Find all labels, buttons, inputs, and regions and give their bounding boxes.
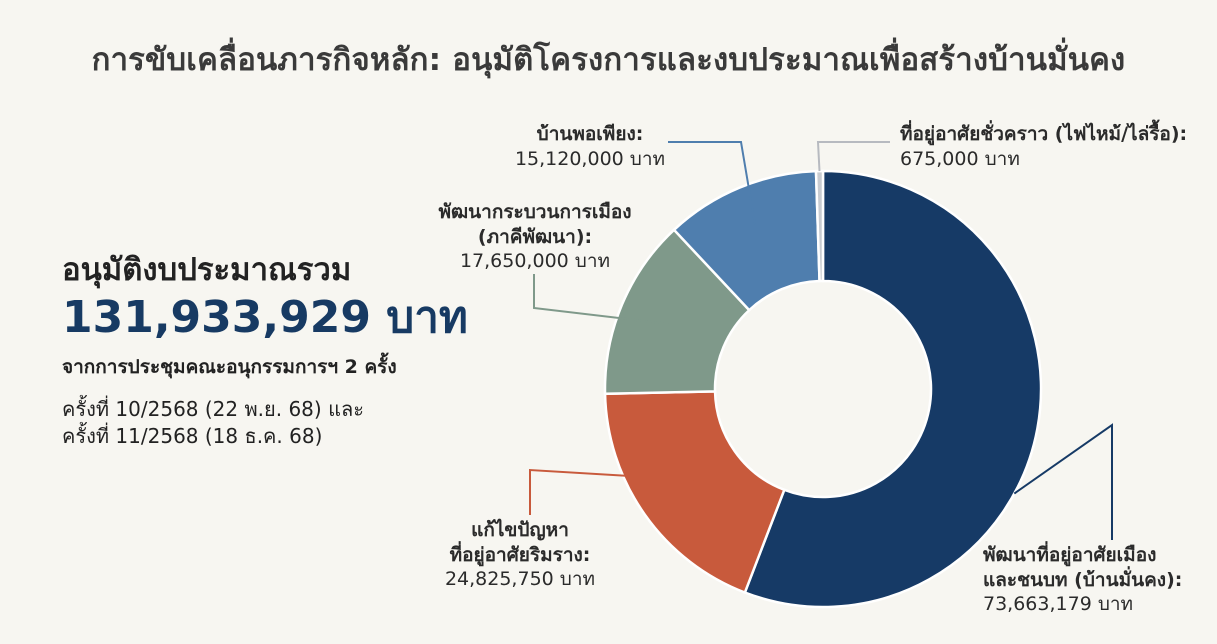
slice-urban-rural	[743, 169, 1043, 609]
callout-temporary-housing: ที่อยู่อาศัยชั่วคราว (ไฟไหม้/ไล่รื้อ): 6…	[900, 122, 1210, 171]
callout-urban-rural-label-1: พัฒนาที่อยู่อาศัยเมือง	[983, 544, 1157, 566]
callout-temporary-housing-label: ที่อยู่อาศัยชั่วคราว (ไฟไหม้/ไล่รื้อ):	[900, 123, 1188, 145]
budget-summary: อนุมัติงบประมาณรวม 131,933,929 บาท จากกา…	[62, 252, 522, 450]
callout-sufficiency-home-value: 15,120,000 บาท	[514, 147, 666, 170]
callout-urban-rural-label-2: และชนบท (บ้านมั่นคง):	[983, 568, 1183, 591]
leader-line-railway	[529, 468, 694, 515]
callout-city-process-value: 17,650,000 บาท	[459, 250, 611, 273]
slice-temporary-housing	[814, 169, 825, 283]
total-budget-amount: 131,933,929 บาท	[62, 292, 468, 344]
callout-temporary-housing-value: 675,000 บาท	[900, 147, 1020, 170]
callout-urban-rural-value: 73,663,179 บาท	[983, 593, 1134, 616]
leader-line-temporary-housing	[816, 141, 890, 172]
callout-railway-value: 24,825,750 บาท	[444, 568, 596, 591]
callout-sufficiency-home: บ้านพอเพียง: 15,120,000 บาท	[500, 122, 680, 171]
callout-city-process-label-2: (ภาคีพัฒนา):	[477, 225, 593, 248]
callout-city-process: พัฒนากระบวนการเมือง (ภาคีพัฒนา): 17,650,…	[420, 200, 650, 274]
total-budget-label: อนุมัติงบประมาณรวม	[62, 252, 352, 288]
slice-railway	[603, 390, 786, 595]
leader-line-city-process	[533, 274, 669, 325]
meeting-list: ครั้งที่ 10/2568 (22 พ.ย. 68) และ ครั้งท…	[62, 396, 522, 450]
callout-city-process-label-1: พัฒนากระบวนการเมือง	[438, 201, 632, 223]
page-title: การขับเคลื่อนภารกิจหลัก: อนุมัติโครงการแ…	[91, 42, 1126, 78]
callout-railway-label-1: แก้ไขปัญหา	[471, 519, 569, 541]
meeting-1: ครั้งที่ 10/2568 (22 พ.ย. 68) และ	[62, 396, 364, 421]
leader-line-urban-rural	[1013, 423, 1113, 540]
callout-urban-rural: พัฒนาที่อยู่อาศัยเมือง และชนบท (บ้านมั่น…	[983, 543, 1208, 617]
callout-railway-label-2: ที่อยู่อาศัยริมราง:	[449, 543, 591, 566]
budget-source: จากการประชุมคณะอนุกรรมการฯ 2 ครั้ง	[62, 355, 397, 378]
callout-railway: แก้ไขปัญหา ที่อยู่อาศัยริมราง: 24,825,75…	[420, 518, 620, 592]
callout-sufficiency-home-label: บ้านพอเพียง:	[536, 123, 644, 145]
leader-line-sufficiency-home	[668, 141, 756, 225]
meeting-2: ครั้งที่ 11/2568 (18 ธ.ค. 68)	[62, 423, 323, 448]
